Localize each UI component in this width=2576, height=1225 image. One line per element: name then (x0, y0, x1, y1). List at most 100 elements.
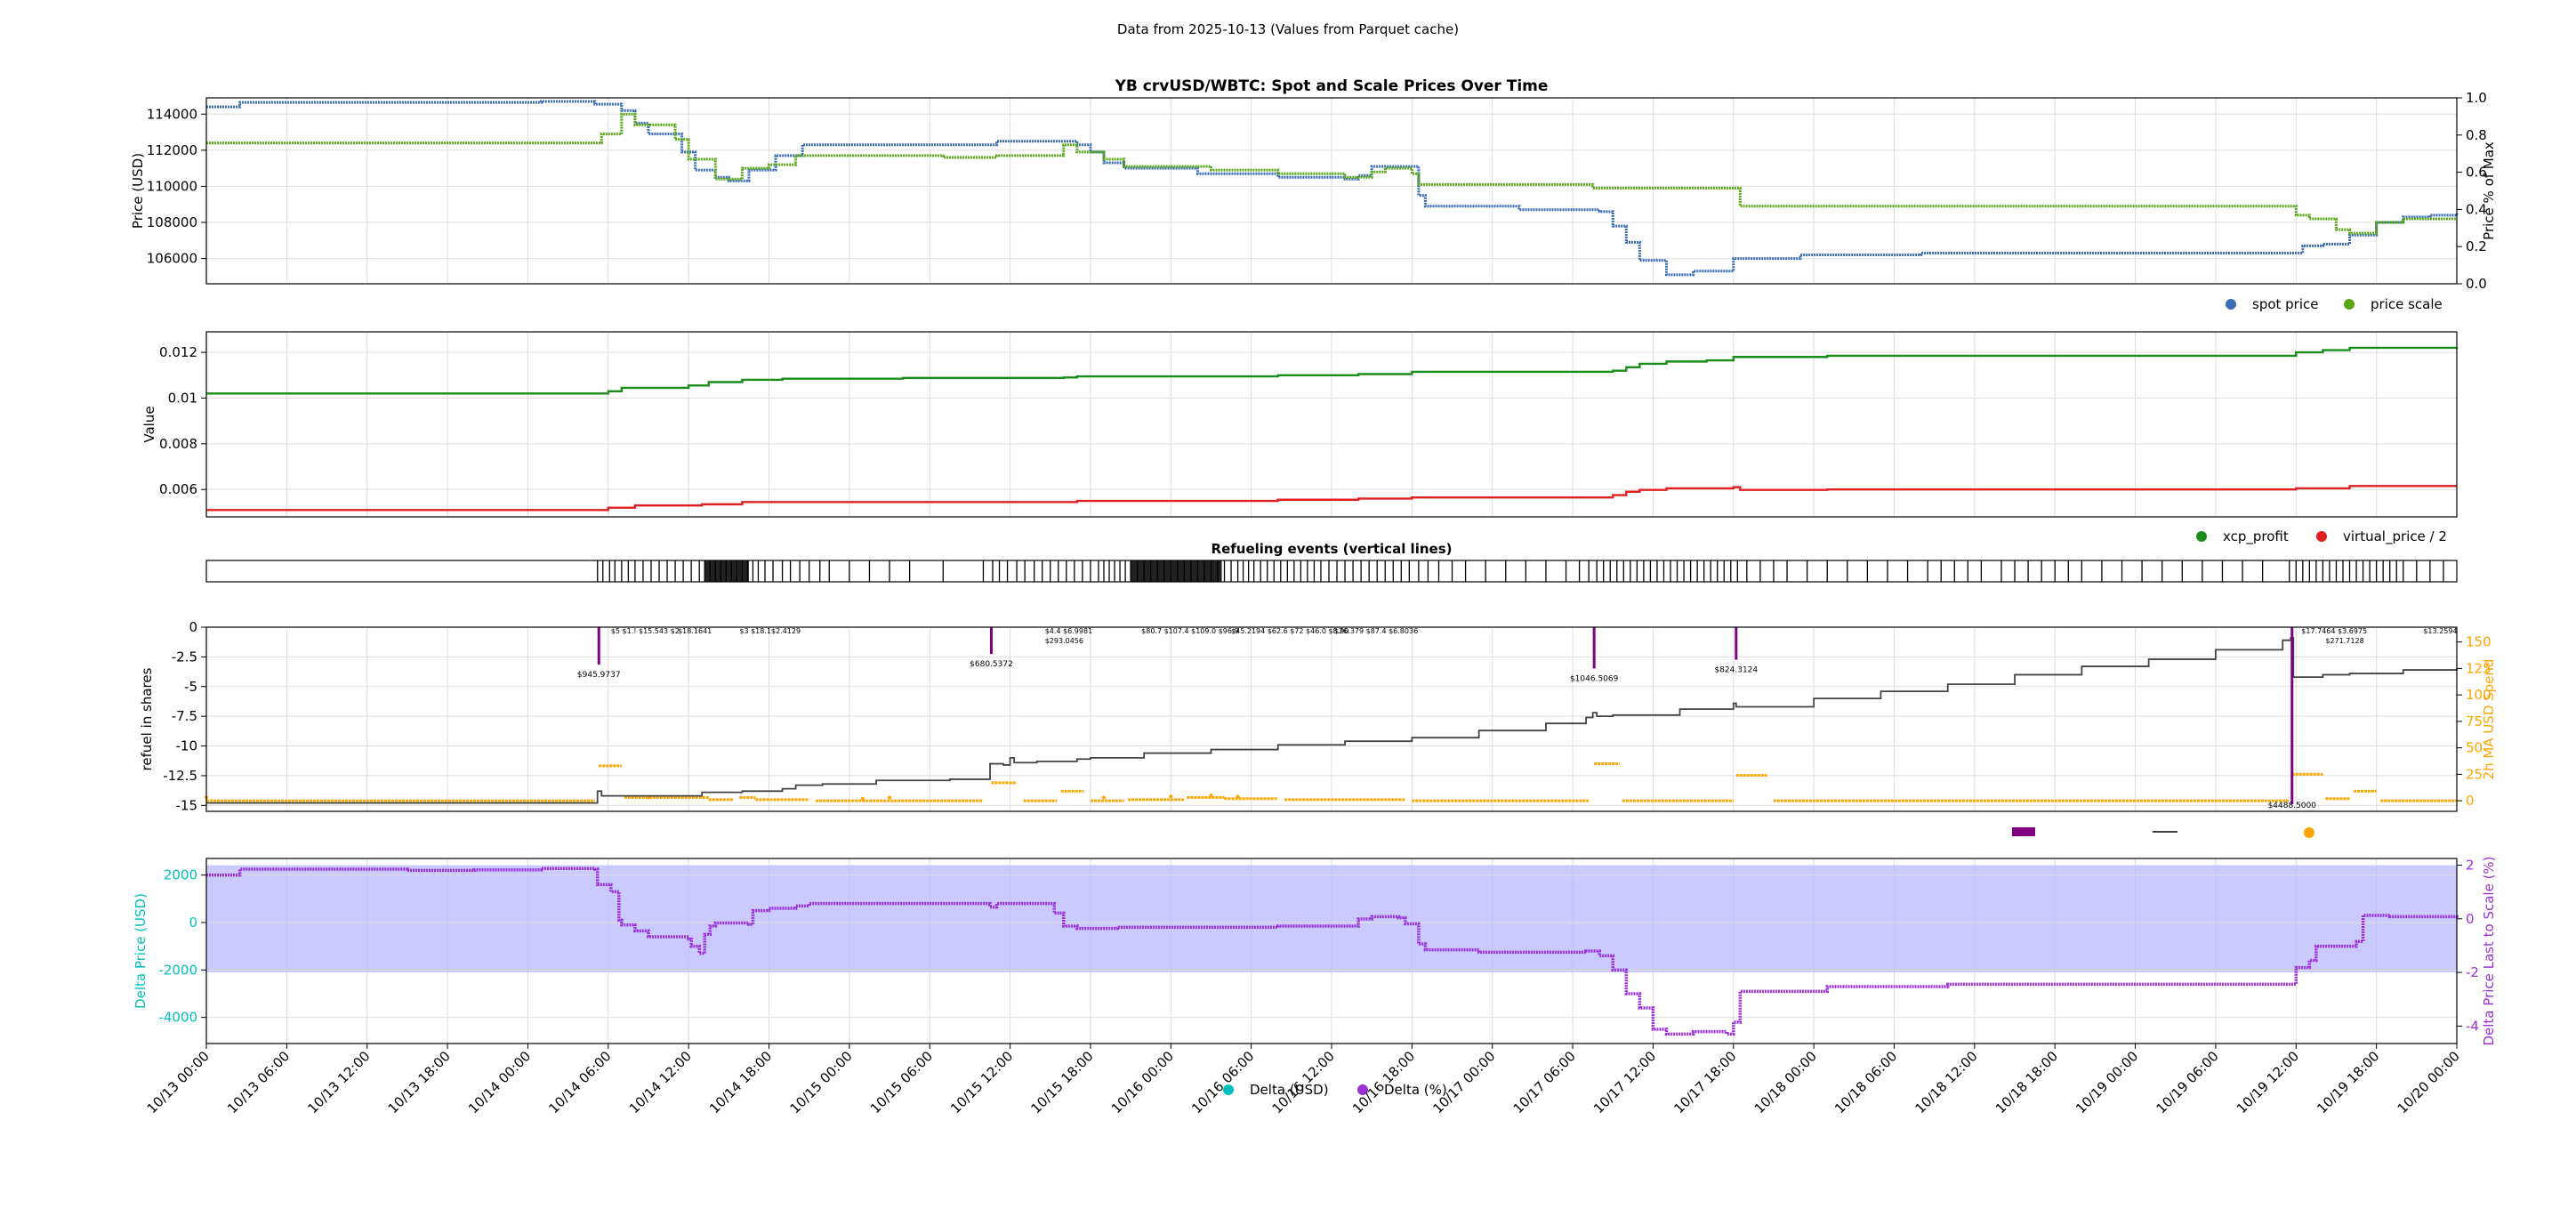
legend-label: price scale (2371, 296, 2443, 312)
y2-tick-label: 125 (2466, 660, 2491, 676)
legend-marker (2012, 827, 2035, 836)
y2-tick-label: 0 (2466, 793, 2475, 809)
y-tick-label: -7.5 (172, 708, 197, 724)
x-tick-label: 10/15 18:00 (1028, 1048, 1097, 1116)
shared-x-axis: 10/13 00:00 10/13 06:00 10/13 12:00 10/13 1… (144, 1044, 2463, 1116)
x-tick-label: 10/18 06:00 (1831, 1048, 1900, 1116)
y-tick-label: -12.5 (163, 768, 197, 784)
series-delta (206, 866, 2459, 1036)
legend-marker (2196, 531, 2207, 542)
x-tick-label: 10/13 06:00 (224, 1048, 293, 1116)
refuel-small-label: $13.2594 (2423, 627, 2457, 635)
refuel-small-label: $271.7128 (2325, 637, 2363, 645)
x-tick-label: 10/20 00:00 (2395, 1048, 2463, 1116)
y-tick-label: 0.008 (159, 436, 197, 452)
refuel-small-label: $45.2194 $62.6 $72 $46.0 $8.90 (1231, 627, 1348, 635)
y2-tick-label: 0.0 (2466, 276, 2487, 292)
refuel-usd-label: $945.9737 (577, 671, 621, 680)
refuel-small-label: $80.7 $107.4 $109.0 $96.9 (1141, 627, 1238, 635)
legend-marker (2304, 827, 2314, 838)
y-tick-label: -2.5 (172, 649, 197, 665)
y-tick-label: 0.006 (159, 481, 197, 497)
pct-band (206, 865, 2457, 973)
suptitle: Data from 2025-10-13 (Values from Parque… (1117, 21, 1459, 37)
y-axis-label: Delta Price Last to Scale (%) (2481, 856, 2497, 1045)
x-tick-label: 10/14 12:00 (626, 1048, 695, 1116)
refuel-usd-label: $680.5372 (970, 660, 1013, 669)
refuel-usd-label: $1046.5069 (1570, 674, 1619, 683)
y-tick-label: 110000 (147, 178, 197, 194)
y2-tick-label: -2 (2466, 964, 2479, 980)
legend-label: spot price (2252, 296, 2319, 312)
series-spot-price (206, 100, 2459, 277)
y-tick-label: -5 (184, 679, 197, 695)
y-tick-label: 112000 (147, 142, 197, 158)
y-axis-label: Delta Price (USD) (133, 893, 149, 1009)
y-tick-label: -4000 (158, 1010, 197, 1026)
y2-tick-label: 0.2 (2466, 238, 2487, 254)
refuel-events-panel: Refueling events (vertical lines) (205, 541, 2458, 583)
refuel-small-label: $4.4 $6.9981 (1045, 627, 1092, 635)
ma-point (1101, 795, 1106, 800)
ma-point (888, 795, 892, 800)
y2-tick-label: 0.8 (2466, 127, 2487, 143)
y-tick-label: -2000 (158, 962, 197, 978)
x-tick-label: 10/19 06:00 (2153, 1048, 2222, 1116)
y2-tick-label: 0.6 (2466, 165, 2487, 181)
y2-tick-label: 0.4 (2466, 201, 2487, 217)
legend-marker (2316, 531, 2327, 542)
x-tick-label: 10/17 06:00 (1510, 1048, 1579, 1116)
series-virtual-price (206, 485, 2457, 512)
y2-tick-label: 25 (2466, 766, 2483, 782)
event-block (704, 560, 749, 582)
y2-tick-label: 50 (2466, 740, 2483, 756)
legend-marker (1223, 1084, 1234, 1095)
series-refuel-shares (206, 637, 2458, 804)
x-tick-label: 10/13 00:00 (144, 1048, 213, 1116)
ma-point (860, 796, 865, 801)
y2-tick-label: 0 (2466, 911, 2475, 927)
y2-tick-label: -4 (2466, 1018, 2479, 1034)
x-tick-label: 10/17 18:00 (1670, 1048, 1739, 1116)
refuel-small-label: $26.379 $87.4 $6.8036 (1334, 627, 1418, 635)
delta-panel: 2000 0 -2000 -4000 2 0 -2 -4 Delta Price (USD) De… (133, 856, 2497, 1098)
series-xcp-profit (206, 346, 2459, 395)
refuel-shares-panel: 0 -2.5 -5 -7.5 -10 -12.5 -15 0 25 50 75 100 125 150 $9… (139, 619, 2497, 838)
refuel-small-label: $18.1641 (678, 627, 712, 635)
y2-tick-label: 1.0 (2466, 90, 2487, 106)
y-axis-label: 2h MA USD Spend (2481, 659, 2497, 780)
plot-frame (205, 97, 2458, 285)
legend-label: virtual_price / 2 (2343, 528, 2447, 545)
series-price-scale (206, 112, 2457, 235)
x-tick-label: 10/18 00:00 (1751, 1048, 1820, 1116)
x-tick-label: 10/14 06:00 (545, 1048, 614, 1116)
y-tick-label: 0.01 (168, 390, 197, 406)
x-tick-label: 10/17 12:00 (1590, 1048, 1659, 1116)
xcp-vp-panel: 0.006 0.008 0.01 0.012 Value xcp_profit virtua… (141, 331, 2459, 545)
y-axis-label: Price (USD) (130, 153, 146, 229)
plot-frame (205, 626, 2458, 812)
y-tick-label: 0.012 (159, 344, 197, 360)
y-axis-label: Value (141, 406, 157, 442)
y-tick-label: 114000 (147, 106, 197, 122)
x-tick-label: 10/19 18:00 (2314, 1048, 2382, 1116)
y2-tick-label: 75 (2466, 713, 2483, 729)
y-tick-label: 0 (189, 619, 197, 635)
y2-tick-label: 2 (2466, 858, 2475, 874)
y2-tick-label: 150 (2466, 634, 2491, 650)
x-tick-label: 10/19 00:00 (2073, 1048, 2141, 1116)
legend-label: Delta (USD) (1250, 1082, 1329, 1098)
panel-title: Refueling events (vertical lines) (1212, 541, 1453, 557)
x-tick-label: 10/16 06:00 (1188, 1048, 1257, 1116)
panel-title: YB crvUSD/WBTC: Spot and Scale Prices Ov… (1115, 77, 1549, 95)
legend-marker (2344, 299, 2355, 310)
refuel-small-label: $293.0456 (1045, 637, 1083, 645)
price-panel: YB crvUSD/WBTC: Spot and Scale Prices Ov… (130, 77, 2497, 312)
x-tick-label: 10/14 00:00 (465, 1048, 534, 1116)
y-tick-label: 108000 (147, 214, 197, 230)
refuel-small-label: $5 $1.! $15.543 $2 (611, 627, 680, 635)
x-tick-label: 10/18 12:00 (1912, 1048, 1980, 1116)
refuel-usd-label: $824.3124 (1714, 666, 1758, 675)
legend-label: Delta (%) (1384, 1082, 1447, 1098)
